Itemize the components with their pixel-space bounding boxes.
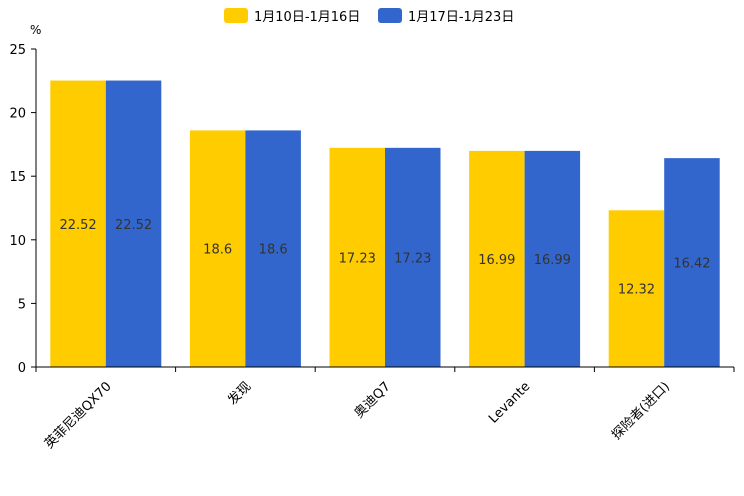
- y-axis-unit-label: %: [30, 23, 41, 37]
- data-label: 17.23: [394, 251, 431, 266]
- legend-swatch-series-1[interactable]: [224, 8, 248, 23]
- bar-2[interactable]: [664, 158, 720, 367]
- data-label: 12.32: [618, 283, 655, 298]
- bar-1[interactable]: [469, 150, 525, 367]
- bar-2[interactable]: [524, 150, 581, 367]
- y-tick-label: 20: [9, 107, 26, 122]
- data-label: 16.42: [673, 257, 710, 272]
- bar-1[interactable]: [189, 130, 246, 367]
- bar-1[interactable]: [329, 147, 386, 367]
- data-label: 16.99: [534, 253, 571, 268]
- data-label: 22.52: [59, 218, 96, 233]
- y-axis: 0 5 10 15 20 25: [9, 43, 37, 376]
- bar-1[interactable]: [608, 210, 665, 367]
- data-label: 16.99: [478, 253, 515, 268]
- legend-label-series-2[interactable]: 1月17日-1月23日: [408, 10, 514, 25]
- x-tick-label: 奥迪Q7: [352, 379, 394, 421]
- y-tick-label: 0: [18, 361, 26, 376]
- x-tick-label: 发现: [225, 379, 255, 409]
- y-tick-label: 5: [18, 297, 26, 312]
- bar-1[interactable]: [50, 80, 106, 368]
- y-tick-label: 15: [9, 170, 26, 185]
- data-label: 22.52: [115, 218, 152, 233]
- bar-2[interactable]: [105, 80, 162, 368]
- x-tick-label: 探险者(进口): [609, 379, 673, 443]
- y-tick-label: 25: [9, 43, 26, 58]
- x-axis: 英菲尼迪QX70 发现 奥迪Q7 Levante 探险者(进口): [35, 366, 735, 452]
- legend-label-series-1[interactable]: 1月10日-1月16日: [254, 10, 360, 25]
- legend-swatch-series-2[interactable]: [378, 8, 402, 23]
- bar-2[interactable]: [385, 147, 441, 367]
- y-tick-label: 10: [9, 234, 26, 249]
- x-tick-label: 英菲尼迪QX70: [42, 379, 115, 452]
- bars: 22.52 22.52 18.6 18.6 17.23 17.23 16.99 16.99 12…: [50, 80, 720, 368]
- legend: 1月10日-1月16日 1月17日-1月23日: [224, 8, 514, 25]
- data-label: 17.23: [339, 251, 376, 266]
- x-tick-label: Levante: [486, 379, 533, 426]
- data-label: 18.6: [203, 243, 232, 258]
- data-label: 18.6: [259, 243, 288, 258]
- bar-2[interactable]: [245, 130, 301, 367]
